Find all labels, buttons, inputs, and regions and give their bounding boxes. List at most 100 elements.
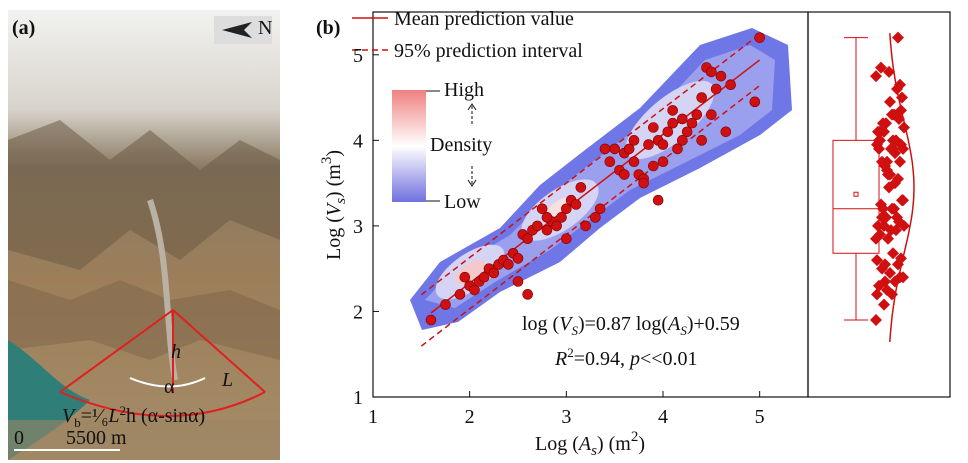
panel-label: (a) xyxy=(12,17,35,39)
distribution-point xyxy=(898,121,910,134)
distribution-point xyxy=(886,202,898,215)
distribution-point xyxy=(881,155,893,168)
x-tick-label: 5 xyxy=(755,406,765,428)
data-point xyxy=(706,66,717,78)
data-point xyxy=(696,135,707,146)
distribution-point xyxy=(874,134,886,147)
distribution-point xyxy=(884,266,896,279)
distribution-point xyxy=(883,65,895,78)
data-point xyxy=(522,233,533,245)
data-point xyxy=(749,96,761,108)
data-point xyxy=(628,135,640,146)
data-point xyxy=(469,284,480,296)
distribution-point xyxy=(894,155,906,168)
data-point xyxy=(532,220,543,232)
data-point xyxy=(667,105,678,116)
distribution-point xyxy=(884,95,896,108)
data-point xyxy=(594,203,606,215)
density-low: Low xyxy=(444,191,481,213)
data-point xyxy=(706,109,717,120)
photo-panel: (a) N h α L Vb=¹⁄₆L2h (α-sinα) 0 5500 m xyxy=(8,10,280,460)
distribution-point xyxy=(879,275,891,288)
data-point xyxy=(609,143,620,155)
data-point xyxy=(628,156,640,168)
data-point xyxy=(454,289,466,300)
distribution-point xyxy=(882,168,894,181)
box xyxy=(832,139,880,254)
distribution-point xyxy=(878,125,890,138)
data-point xyxy=(667,117,678,129)
data-point xyxy=(503,259,514,270)
x-tick-label: 4 xyxy=(658,406,668,428)
data-point xyxy=(488,267,500,279)
data-point xyxy=(648,122,659,133)
legend-label: Mean prediction value xyxy=(394,8,574,30)
distribution-point xyxy=(875,61,887,74)
data-point xyxy=(657,156,669,168)
alpha-label: α xyxy=(164,376,175,398)
panel-label: (b) xyxy=(316,17,340,39)
data-point xyxy=(681,126,693,138)
distribution-point xyxy=(875,198,887,211)
data-point xyxy=(561,233,572,245)
density-title: Density xyxy=(430,134,492,156)
data-point xyxy=(619,169,630,180)
distribution-point xyxy=(870,314,882,326)
y-tick-label: 2 xyxy=(353,301,363,323)
data-point xyxy=(561,203,572,215)
x-tick-label: 2 xyxy=(465,406,475,428)
x-axis-label: Log (As) (m2) xyxy=(535,429,645,459)
data-point xyxy=(522,289,533,300)
data-point xyxy=(643,139,654,150)
data-point xyxy=(580,220,591,232)
density-high: High xyxy=(444,79,484,101)
data-point xyxy=(604,156,616,168)
distribution-point xyxy=(881,284,893,297)
data-point xyxy=(638,177,649,189)
data-point xyxy=(710,83,722,95)
distribution-point xyxy=(870,232,882,245)
distribution-point xyxy=(891,211,903,224)
data-point xyxy=(570,199,582,210)
distribution-point xyxy=(889,177,901,190)
normal-curve xyxy=(889,33,915,342)
distribution-point xyxy=(887,247,899,260)
distribution-point xyxy=(871,288,883,301)
L-label: L xyxy=(221,369,233,391)
data-point xyxy=(691,109,703,120)
data-point xyxy=(478,271,490,283)
legend-label: 95% prediction interval xyxy=(394,40,583,62)
data-point xyxy=(541,224,553,236)
data-point xyxy=(556,212,567,223)
scale-label: 0 xyxy=(14,427,24,449)
distribution-point xyxy=(887,142,899,155)
data-point xyxy=(599,143,611,155)
data-point xyxy=(677,113,688,125)
data-point xyxy=(459,271,471,283)
data-point xyxy=(657,139,669,150)
y-axis-label: Log (Vs) (m3) xyxy=(319,150,349,260)
h-label: h xyxy=(171,341,181,363)
data-point xyxy=(623,143,635,155)
north-label: N xyxy=(258,17,272,39)
y-tick-label: 1 xyxy=(353,387,363,409)
data-point xyxy=(696,92,707,103)
data-point xyxy=(652,194,664,206)
data-point xyxy=(536,203,548,215)
distribution-point xyxy=(878,219,890,232)
data-point xyxy=(512,276,524,287)
data-point xyxy=(541,212,553,223)
y-tick-label: 5 xyxy=(353,45,363,67)
data-point xyxy=(677,135,688,146)
equation: log (VS)=0.87 log(AS)+0.59 xyxy=(522,313,740,338)
x-tick-label: 1 xyxy=(368,406,378,428)
distribution-point xyxy=(879,258,891,271)
distribution-point xyxy=(886,108,898,121)
y-tick-label: 4 xyxy=(353,130,363,152)
distribution-point xyxy=(897,194,909,207)
data-point xyxy=(715,70,727,82)
x-tick-label: 3 xyxy=(561,406,571,428)
y-tick-label: 3 xyxy=(353,216,363,238)
scale-label: 5500 m xyxy=(66,427,127,449)
